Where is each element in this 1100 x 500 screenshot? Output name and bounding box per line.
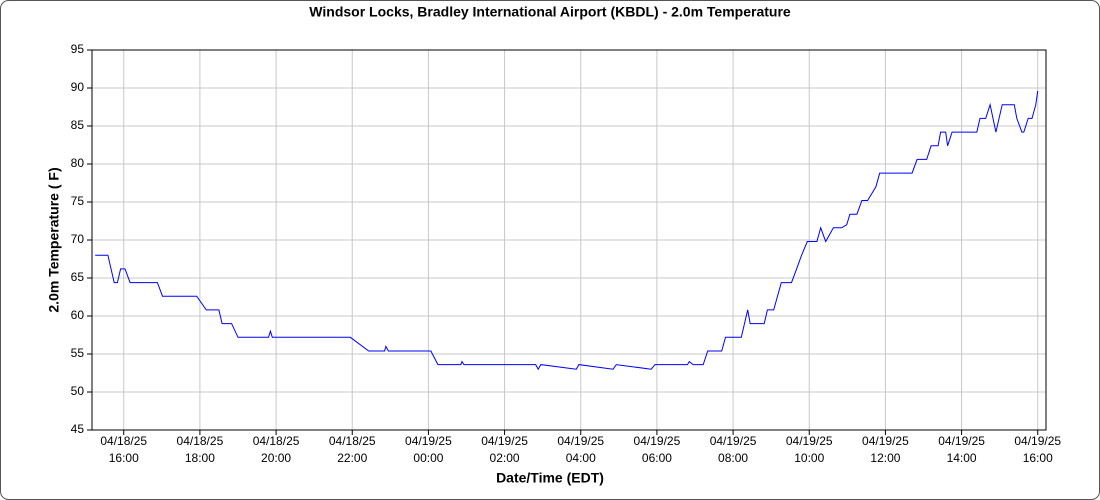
x-tick-label: 12:00 [870,451,900,465]
x-tick-label: 04/19/25 [862,434,909,448]
y-tick-label: 60 [71,308,85,322]
y-tick-label: 65 [71,270,85,284]
x-tick-label: 22:00 [337,451,367,465]
y-tick-label: 85 [71,118,85,132]
x-tick-label: 04/18/25 [329,434,376,448]
x-tick-label: 06:00 [642,451,672,465]
x-tick-label: 18:00 [185,451,215,465]
x-tick-label: 04/18/25 [100,434,147,448]
x-tick-label: 10:00 [794,451,824,465]
y-tick-label: 50 [71,384,85,398]
x-tick-label: 04/18/25 [253,434,300,448]
y-tick-label: 80 [71,156,85,170]
x-tick-label: 04/19/25 [1014,434,1061,448]
x-tick-label: 16:00 [1023,451,1053,465]
x-axis-label: Date/Time (EDT) [496,470,604,486]
x-tick-label: 04/19/25 [405,434,452,448]
y-tick-label: 75 [71,194,85,208]
y-tick-label: 45 [71,422,85,436]
x-tick-label: 04/19/25 [786,434,833,448]
x-tick-label: 04:00 [566,451,596,465]
x-tick-label: 20:00 [261,451,291,465]
x-tick-label: 04/19/25 [938,434,985,448]
x-tick-label: 00:00 [413,451,443,465]
x-tick-label: 16:00 [109,451,139,465]
x-tick-label: 02:00 [490,451,520,465]
y-tick-label: 70 [71,232,85,246]
plot-border [91,49,1047,431]
x-tick-label: 04/19/25 [710,434,757,448]
y-tick-label: 55 [71,346,85,360]
x-tick-label: 04/18/25 [177,434,224,448]
y-tick-label: 90 [71,80,85,94]
x-tick-label: 14:00 [947,451,977,465]
x-tick-label: 08:00 [718,451,748,465]
y-tick-label: 95 [71,42,85,56]
x-tick-label: 04/19/25 [557,434,604,448]
y-axis-label: 2.0m Temperature ( F) [46,167,62,312]
x-tick-label: 04/19/25 [481,434,528,448]
data-line [95,90,1039,371]
x-tick-label: 04/19/25 [634,434,681,448]
chart-title: Windsor Locks, Bradley International Air… [309,4,791,20]
